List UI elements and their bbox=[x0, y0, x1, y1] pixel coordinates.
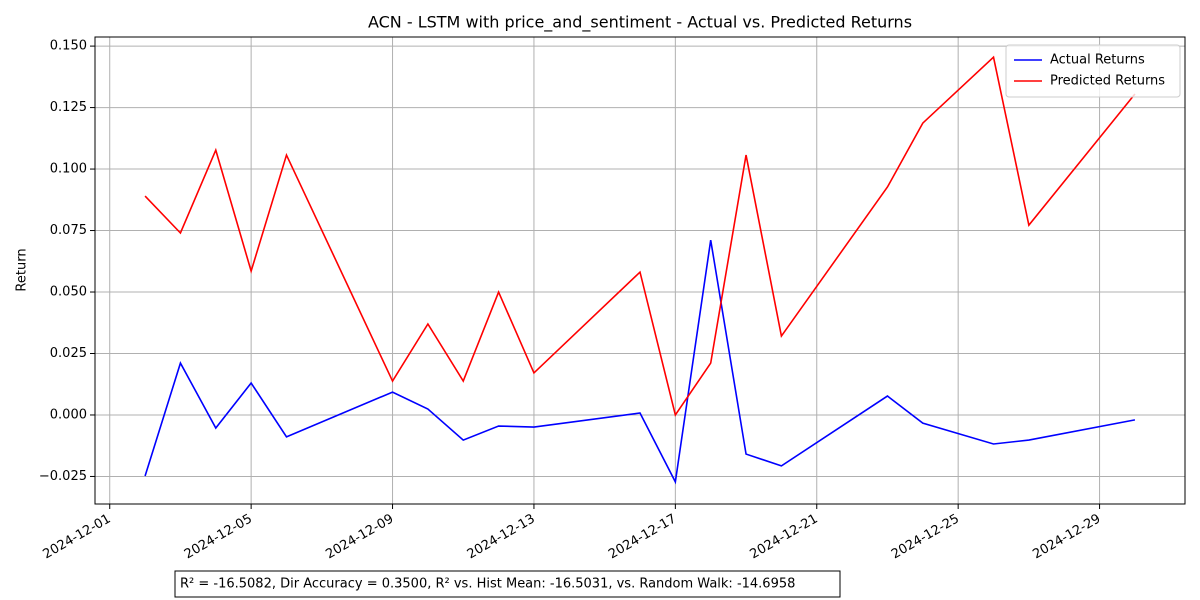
annotation: R² = -16.5082, Dir Accuracy = 0.3500, R²… bbox=[180, 577, 795, 592]
legend-label: Predicted Returns bbox=[1050, 74, 1165, 89]
annotation-box bbox=[174, 570, 841, 598]
legend: Actual Returns Predicted Returns bbox=[1005, 44, 1181, 98]
y-tick-label: 0.075 bbox=[50, 223, 87, 238]
y-tick-label: −0.025 bbox=[39, 469, 87, 484]
series-line bbox=[144, 55, 1136, 417]
y-tick-label: 0.150 bbox=[50, 39, 87, 54]
y-tick-label: 0.100 bbox=[50, 162, 87, 177]
y-tick-label: 0.000 bbox=[50, 407, 87, 422]
plot-area bbox=[95, 37, 1185, 504]
legend-box bbox=[1005, 44, 1181, 98]
legend-label: Actual Returns bbox=[1050, 53, 1145, 68]
chart-title: ACN - LSTM with price_and_sentiment - Ac… bbox=[368, 13, 912, 33]
series-line bbox=[144, 239, 1136, 485]
axes-frame bbox=[94, 36, 1186, 505]
y-tick-label: 0.125 bbox=[50, 100, 87, 115]
y-tick-label: 0.050 bbox=[50, 285, 87, 300]
y-tick-label: 0.025 bbox=[50, 346, 87, 361]
y-axis-label: Return bbox=[15, 248, 30, 291]
